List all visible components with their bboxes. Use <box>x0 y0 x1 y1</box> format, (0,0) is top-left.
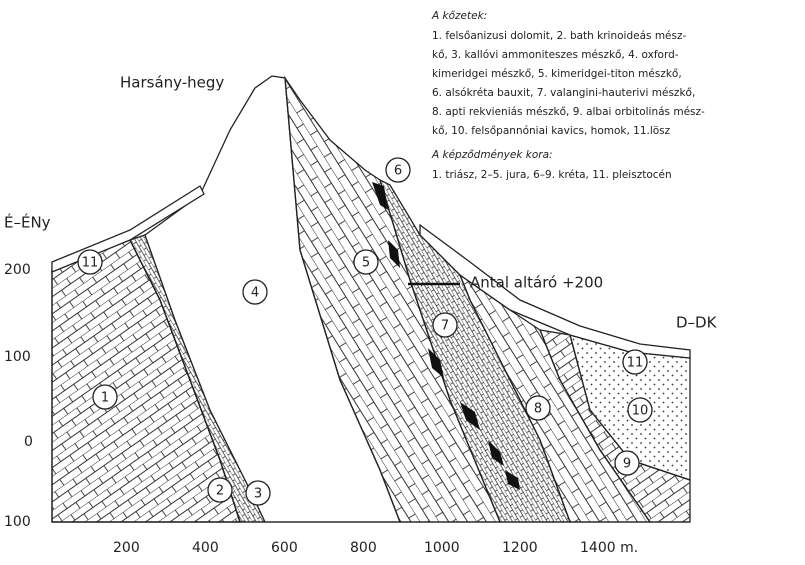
adit-label: Antal altáró +200 <box>470 274 603 292</box>
unit-number: 5 <box>362 256 370 271</box>
age-text: 1. triász, 2–5. jura, 6–9. kréta, 11. pl… <box>432 169 672 181</box>
y-axis: 200 100 0 100 <box>4 262 33 530</box>
bauxite-lenses <box>372 182 520 490</box>
legend-line: kő, 3. kallóvi ammoniteszes mészkő, 4. o… <box>432 49 679 61</box>
unit-circle <box>385 157 411 183</box>
unit-number: 8 <box>534 402 542 417</box>
x-tick-label: 400 <box>192 540 219 556</box>
y-tick-label: 100 <box>4 514 31 530</box>
unit-number: 10 <box>632 404 649 419</box>
mountain-label: Harsány-hegy <box>120 74 224 92</box>
unit-circle <box>207 477 233 503</box>
x-tick-label: 1400 m. <box>580 540 638 556</box>
geology <box>51 75 691 523</box>
north-label: É–ÉNy <box>4 213 51 232</box>
legend-line: 8. apti rekvieniás mészkő, 9. albai orbi… <box>432 106 705 118</box>
unit-number: 4 <box>251 286 259 301</box>
x-tick-label: 600 <box>271 540 298 556</box>
unit-circle <box>92 384 118 410</box>
unit-number: 11 <box>82 256 99 271</box>
unit-circle <box>622 349 648 375</box>
unit-circle <box>627 397 653 423</box>
unit-number: 9 <box>623 457 631 472</box>
unit-number: 11 <box>627 356 644 371</box>
x-axis: 200 400 600 800 1000 1200 1400 m. <box>113 540 638 556</box>
unit-circle <box>242 279 268 305</box>
y-tick-label: 100 <box>4 349 31 365</box>
legend-line: 1. felsőanizusi dolomit, 2. bath krinoid… <box>432 30 687 42</box>
y-tick-label: 0 <box>24 434 33 450</box>
x-tick-label: 200 <box>113 540 140 556</box>
x-tick-label: 1000 <box>424 540 460 556</box>
unit-number: 1 <box>101 391 109 406</box>
legend-line: kimeridgei mészkő, 5. kimeridgei-titon m… <box>432 68 682 80</box>
unit-number: 6 <box>394 164 402 179</box>
y-tick-label: 200 <box>4 262 31 278</box>
unit-circle <box>245 480 271 506</box>
legend-line: 6. alsókréta bauxit, 7. valangini-hauter… <box>432 87 695 99</box>
loess-right <box>419 223 691 359</box>
unit-circle <box>525 395 551 421</box>
south-label: D–DK <box>676 314 718 332</box>
unit-circle <box>614 450 640 476</box>
x-tick-label: 1200 <box>502 540 538 556</box>
age-title: A képződmények kora: <box>431 149 553 161</box>
unit-number: 2 <box>216 484 224 499</box>
legend-title: A kőzetek: <box>431 10 487 22</box>
unit-circle <box>77 249 103 275</box>
unit-number: 3 <box>254 487 262 502</box>
legend-line: kő, 10. felsőpannóniai kavics, homok, 11… <box>432 125 671 137</box>
legend: A kőzetek: 1. felsőanizusi dolomit, 2. b… <box>431 10 705 181</box>
unit-circle <box>432 312 458 338</box>
unit-circle <box>353 249 379 275</box>
x-tick-label: 800 <box>350 540 377 556</box>
unit-number: 7 <box>441 319 449 334</box>
